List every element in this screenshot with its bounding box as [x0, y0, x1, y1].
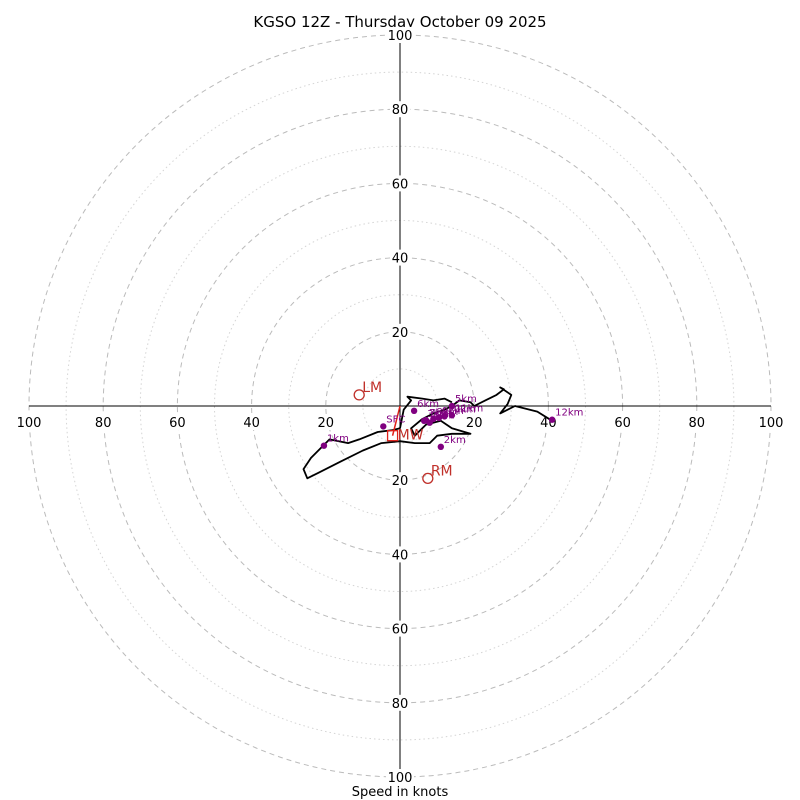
tick-label-y-pos: 80 [392, 103, 409, 118]
chart-title: KGSO 12Z - Thursday October 09 2025 [253, 13, 546, 31]
tick-label-y-pos: 20 [392, 326, 409, 341]
tick-label-x-pos-bg [757, 414, 785, 430]
height-marker-8km [430, 415, 437, 423]
tick-label-y-neg-bg [390, 472, 410, 489]
tick-label-x-pos: 80 [689, 416, 706, 431]
storm-motion-label-RM: RM [431, 463, 453, 479]
height-label-1km: 1km [327, 434, 349, 445]
tick-label-y-pos-bg [390, 323, 410, 340]
tick-label-x-pos-bg [464, 414, 485, 430]
height-marker-7km [422, 416, 430, 424]
tick-label-y-neg-bg [386, 769, 414, 785]
tick-label-y-pos-bg [390, 249, 410, 266]
tick-label-x-neg-bg [93, 414, 114, 430]
tick-label-x-neg: 100 [17, 416, 42, 431]
tick-label-y-neg-bg [390, 546, 410, 563]
storm-motion-RM [422, 472, 434, 484]
hodograph-trace-segment [399, 395, 453, 429]
tick-label-y-pos: 60 [392, 177, 409, 192]
height-marker-2km [437, 443, 445, 451]
tick-label-x-neg: 40 [243, 416, 260, 431]
tick-label-x-pos-bg [612, 414, 633, 430]
height-label-2km: 2km [444, 435, 466, 446]
height-marker-10km [441, 413, 448, 420]
height-label-3km: 3km [427, 409, 449, 420]
tick-label-y-pos: 100 [388, 29, 413, 44]
tick-label-y-pos-bg [390, 175, 410, 192]
tick-label-y-pos-bg [390, 101, 410, 118]
tick-label-x-pos: 60 [614, 416, 631, 431]
height-markers: 1km2km3km4km5km6km7km8km9km10km11km12kmS… [320, 394, 583, 451]
hodograph-trace [302, 386, 553, 480]
mean-wind-label: MW [398, 428, 424, 444]
height-label-11km: 11km [455, 403, 483, 414]
tick-label-x-neg: 60 [169, 416, 186, 431]
tick-labels: 2020202040404040606060608080808010010010… [15, 27, 785, 786]
storm-motion-LM [353, 389, 365, 401]
tick-label-y-neg: 80 [392, 697, 409, 712]
tick-label-x-neg-bg [315, 414, 336, 430]
height-label-6km: 6km [417, 399, 439, 410]
tick-label-y-neg: 60 [392, 623, 409, 638]
height-label-SFC: SFC [386, 414, 405, 425]
height-marker-1km [320, 442, 328, 449]
height-label-12km: 12km [555, 408, 583, 419]
tick-label-y-neg: 20 [392, 474, 409, 489]
storm-motion: LM RM [353, 380, 453, 484]
height-marker-12km [548, 416, 556, 423]
tick-label-x-neg-bg [241, 414, 262, 430]
tick-label-x-pos-bg [686, 414, 707, 430]
tick-label-x-neg: 20 [318, 416, 335, 431]
height-marker-6km [410, 407, 418, 415]
tick-label-y-neg: 100 [388, 771, 413, 786]
height-label-9km: 9km [442, 406, 464, 417]
tick-label-y-pos-bg [386, 27, 414, 43]
mean-wind-marker [386, 430, 399, 442]
tick-label-x-neg-bg [15, 414, 43, 430]
storm-motion-label-LM: LM [362, 380, 382, 396]
height-label-7km: 7km [429, 408, 451, 419]
tick-label-y-pos: 40 [392, 252, 409, 267]
tick-label-x-neg-bg [167, 414, 188, 430]
tick-label-x-neg: 80 [95, 416, 112, 431]
height-label-8km: 8km [436, 407, 458, 418]
height-label-10km: 10km [448, 404, 476, 415]
height-marker-SFC [380, 423, 387, 430]
height-marker-9km [435, 414, 443, 422]
tick-label-y-neg-bg [390, 694, 410, 711]
tick-label-x-pos: 20 [466, 416, 483, 431]
hodograph: MW [302, 386, 553, 480]
height-marker-5km [448, 402, 456, 410]
tick-label-y-neg: 40 [392, 548, 409, 563]
tick-label-y-neg-bg [390, 620, 410, 637]
x-axis-label: Speed in knots [352, 785, 449, 800]
height-marker-11km [448, 412, 456, 419]
height-label-5km: 5km [455, 394, 477, 405]
tick-label-x-pos: 100 [759, 416, 784, 431]
